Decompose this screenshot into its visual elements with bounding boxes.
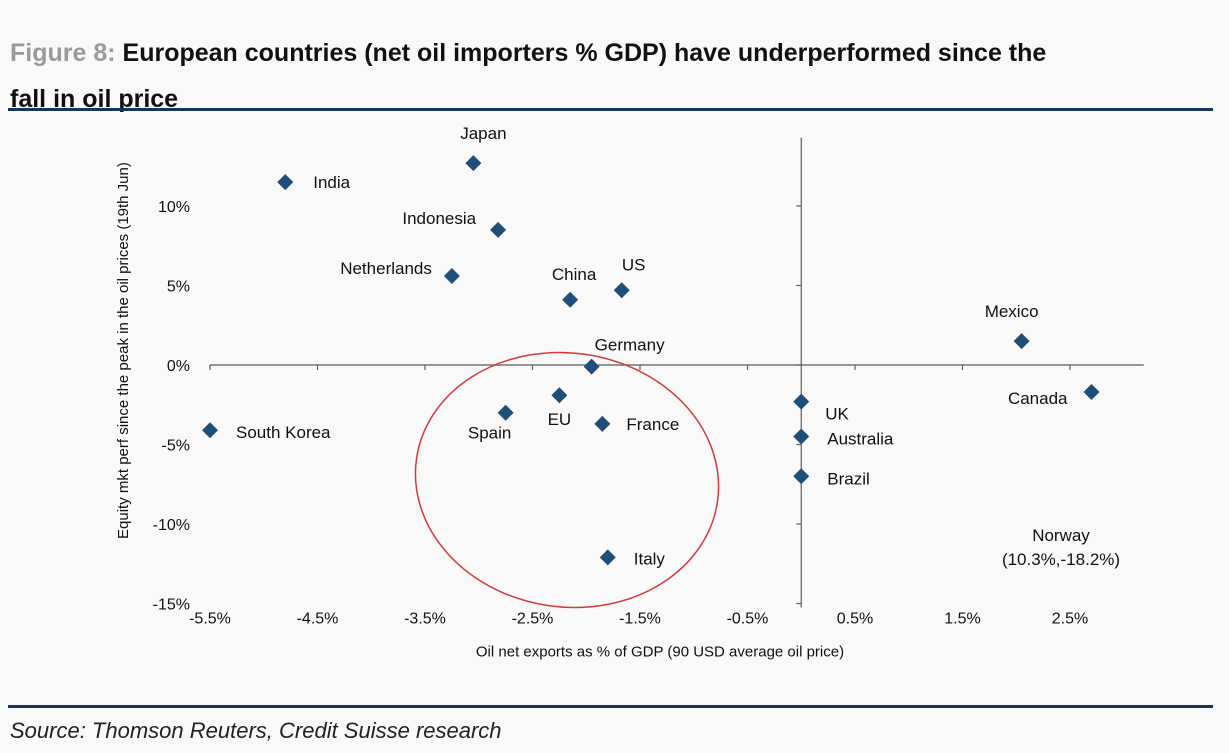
y-tick-label: -10% [153, 517, 190, 534]
y-tick-label: -15% [153, 597, 190, 614]
point-marker-uk [793, 393, 810, 410]
norway-note-name: Norway [1032, 526, 1090, 545]
x-tick-label: -0.5% [727, 611, 769, 628]
scatter-chart: -5.5% -4.5% -3.5% -2.5% -1.5% -0.5% 0.5% 1.5% 2.… [115, 124, 1144, 661]
point-label-uk: UK [825, 405, 849, 424]
top-rule [8, 108, 1213, 111]
source-note: Source: Thomson Reuters, Credit Suisse r… [10, 718, 502, 743]
x-tick-label: -5.5% [189, 611, 231, 628]
point-label-china: China [552, 265, 597, 284]
point-label-eu: EU [548, 410, 572, 429]
point-marker-france [594, 415, 611, 432]
x-tick-label: 0.5% [837, 611, 873, 628]
point-label-india: India [313, 173, 350, 192]
figure-title-line-1: European countries (net oil importers % … [122, 39, 1047, 67]
point-marker-mexico [1013, 333, 1030, 350]
x-tick-label: -3.5% [404, 611, 446, 628]
point-marker-south-korea [202, 422, 218, 439]
point-label-mexico: Mexico [985, 302, 1039, 321]
x-axis-title: Oil net exports as % of GDP (90 USD aver… [476, 644, 844, 661]
point-marker-indonesia [490, 221, 507, 238]
point-label-indonesia: Indonesia [402, 209, 476, 228]
point-marker-eu [551, 387, 568, 404]
x-tick-label: 2.5% [1052, 611, 1088, 628]
point-label-germany: Germany [595, 336, 665, 355]
point-label-canada: Canada [1008, 389, 1068, 408]
point-label-france: France [626, 415, 679, 434]
y-tick-label: 5% [167, 279, 190, 296]
point-label-brazil: Brazil [827, 469, 870, 488]
point-label-us: US [622, 255, 646, 274]
y-tick-label: 10% [158, 199, 190, 216]
point-label-south-korea: South Korea [236, 423, 331, 442]
bottom-rule [8, 705, 1213, 708]
y-tick-label: -5% [162, 438, 190, 455]
point-label-japan: Japan [460, 124, 506, 143]
point-marker-china [562, 291, 579, 308]
x-tick-label: -4.5% [297, 611, 339, 628]
data-points: Japan India Indonesia Netherlands China US Ger… [202, 124, 1100, 568]
point-label-spain: Spain [468, 424, 511, 443]
point-marker-australia [793, 428, 810, 445]
point-marker-japan [465, 155, 482, 172]
x-tick-label: -1.5% [619, 611, 661, 628]
x-tick-label: -2.5% [512, 611, 554, 628]
point-marker-germany [583, 358, 600, 375]
figure-number: Figure 8: [10, 39, 123, 67]
point-marker-spain [497, 404, 514, 421]
point-marker-netherlands [443, 267, 460, 284]
point-marker-india [277, 174, 294, 191]
point-label-italy: Italy [634, 549, 666, 568]
highlight-ellipse [414, 351, 720, 609]
norway-note-values: (10.3%,-18.2%) [1002, 550, 1120, 569]
axes: -5.5% -4.5% -3.5% -2.5% -1.5% -0.5% 0.5% 1.5% 2.… [153, 137, 1144, 628]
y-tick-label: 0% [167, 358, 190, 375]
point-label-australia: Australia [827, 430, 894, 449]
figure-title: Figure 8: European countries (net oil im… [10, 30, 1220, 122]
point-marker-canada [1083, 384, 1100, 401]
x-tick-label: 1.5% [944, 611, 980, 628]
point-label-netherlands: Netherlands [340, 259, 432, 278]
point-marker-us [613, 282, 630, 299]
point-marker-brazil [793, 468, 810, 485]
y-axis-title: Equity mkt perf since the peak in the oi… [115, 162, 132, 539]
point-marker-italy [599, 549, 616, 566]
